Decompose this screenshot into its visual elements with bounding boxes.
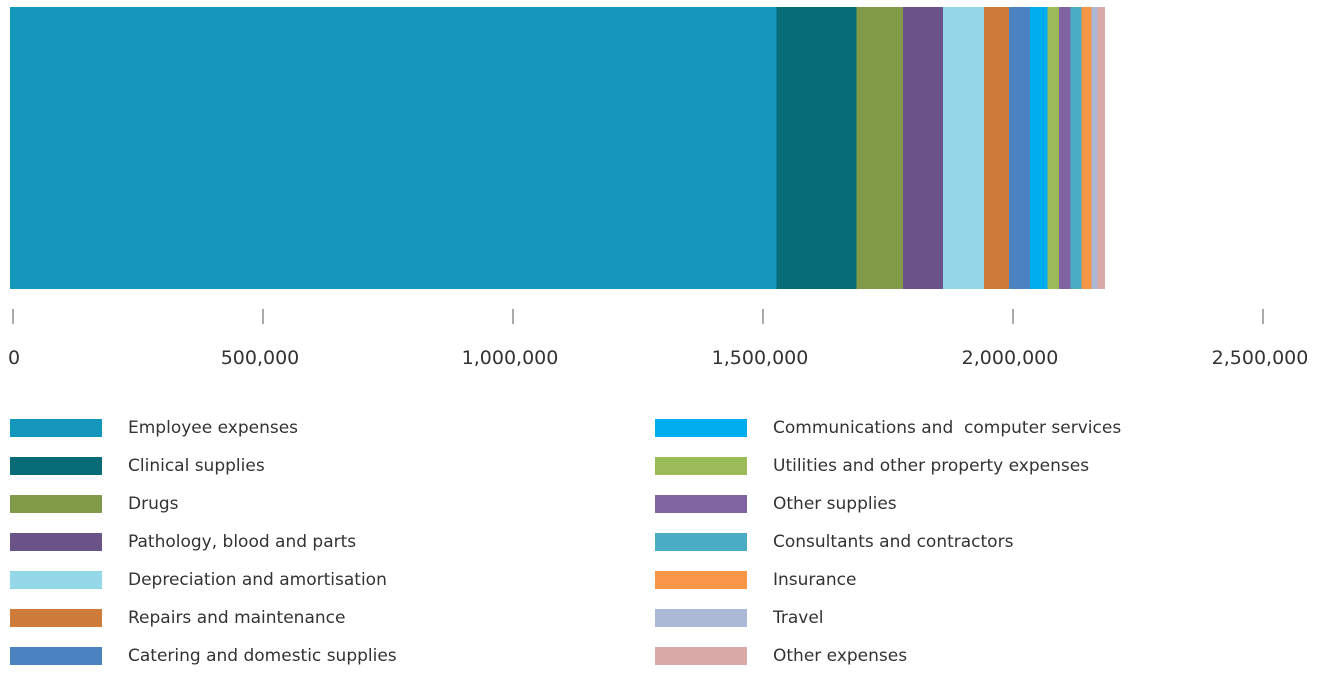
stacked-bar-chart: 0 500,000 1,000,000 1,500,000 2,000,000 2,500… xyxy=(8,7,1308,369)
bar-segment-insurance xyxy=(1081,7,1092,289)
legend-label: Utilities and other property expenses xyxy=(773,456,1090,476)
legend-column-left: Employee expenses Clinical supplies Drugs P… xyxy=(10,416,610,682)
legend-label: Employee expenses xyxy=(128,418,299,438)
bar-segment-consultants-and-contractors xyxy=(1070,7,1082,289)
legend-item: Utilities and other property expenses xyxy=(655,454,1305,492)
bar-segment-catering-and-domestic-supplies xyxy=(1009,7,1030,289)
legend-swatch xyxy=(655,495,747,513)
legend-item: Travel xyxy=(655,606,1305,644)
bar-segment-other-expenses xyxy=(1097,7,1105,289)
legend-item: Employee expenses xyxy=(10,416,610,454)
legend-swatch xyxy=(10,647,102,665)
legend-item: Depreciation and amortisation xyxy=(10,568,610,606)
legend-label: Clinical supplies xyxy=(128,456,265,476)
legend-swatch xyxy=(655,533,747,551)
legend-swatch xyxy=(10,457,102,475)
legend-label: Communications and computer services xyxy=(773,418,1122,438)
legend: Employee expenses Clinical supplies Drugs P… xyxy=(0,416,1338,666)
legend-label: Pathology, blood and parts xyxy=(128,532,357,552)
x-axis: 0 500,000 1,000,000 1,500,000 2,000,000 2,500… xyxy=(8,309,1308,369)
legend-item: Repairs and maintenance xyxy=(10,606,610,644)
bar-segments xyxy=(10,7,1105,289)
bar-segment-other-supplies xyxy=(1059,7,1071,289)
bar-segment-travel xyxy=(1091,7,1098,289)
legend-item: Other supplies xyxy=(655,492,1305,530)
legend-column-right: Communications and computer services Util… xyxy=(655,416,1305,682)
bar-segment-repairs-and-maintenance xyxy=(984,7,1009,289)
x-tick-label: 0 xyxy=(8,347,20,369)
bar-segment-depreciation-and-amortisation xyxy=(943,7,984,289)
legend-swatch xyxy=(655,457,747,475)
bar-segment-drugs xyxy=(856,7,903,289)
x-tick-label: 500,000 xyxy=(221,347,300,369)
legend-label: Other supplies xyxy=(773,494,897,514)
x-tick-label: 2,000,000 xyxy=(962,347,1059,369)
legend-label: Repairs and maintenance xyxy=(128,608,346,628)
legend-item: Other expenses xyxy=(655,644,1305,682)
legend-swatch xyxy=(10,571,102,589)
x-tick-label: 1,500,000 xyxy=(712,347,809,369)
legend-item: Drugs xyxy=(10,492,610,530)
legend-swatch xyxy=(10,533,102,551)
legend-label: Drugs xyxy=(128,494,179,514)
legend-label: Depreciation and amortisation xyxy=(128,570,387,590)
legend-swatch xyxy=(655,419,747,437)
legend-item: Communications and computer services xyxy=(655,416,1305,454)
legend-label: Insurance xyxy=(773,570,857,590)
legend-item: Consultants and contractors xyxy=(655,530,1305,568)
x-tick-label: 2,500,000 xyxy=(1212,347,1309,369)
legend-swatch xyxy=(655,571,747,589)
legend-swatch xyxy=(10,419,102,437)
legend-item: Insurance xyxy=(655,568,1305,606)
bar-segment-pathology-blood-and-parts xyxy=(903,7,943,289)
legend-swatch xyxy=(655,647,747,665)
legend-label: Other expenses xyxy=(773,646,908,666)
legend-label: Travel xyxy=(773,608,824,628)
legend-item: Catering and domestic supplies xyxy=(10,644,610,682)
bar-segment-clinical-supplies xyxy=(776,7,857,289)
legend-label: Catering and domestic supplies xyxy=(128,646,397,666)
legend-label: Consultants and contractors xyxy=(773,532,1014,552)
x-tick-label: 1,000,000 xyxy=(462,347,559,369)
legend-swatch xyxy=(10,609,102,627)
legend-swatch xyxy=(10,495,102,513)
bar-segment-utilities-and-other-property-expenses xyxy=(1047,7,1059,289)
legend-item: Clinical supplies xyxy=(10,454,610,492)
bar-segment-employee-expenses xyxy=(10,7,777,289)
legend-item: Pathology, blood and parts xyxy=(10,530,610,568)
bar-segment-communications-and-computer-services xyxy=(1030,7,1048,289)
legend-swatch xyxy=(655,609,747,627)
